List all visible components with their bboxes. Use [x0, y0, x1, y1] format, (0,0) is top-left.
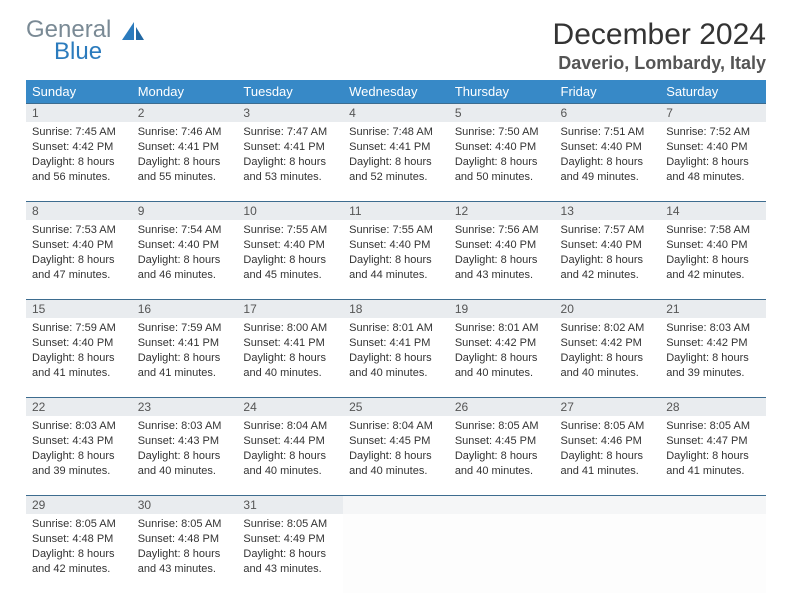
day-number-cell: 6: [555, 104, 661, 123]
page-title: December 2024: [553, 18, 766, 51]
day-details-row: Sunrise: 7:53 AMSunset: 4:40 PMDaylight:…: [26, 220, 766, 300]
day-number-cell: [660, 496, 766, 515]
day-details-cell: Sunrise: 8:05 AMSunset: 4:48 PMDaylight:…: [132, 514, 238, 593]
day-details-cell: Sunrise: 7:48 AMSunset: 4:41 PMDaylight:…: [343, 122, 449, 202]
day-number-row: 891011121314: [26, 202, 766, 221]
day-details-cell: Sunrise: 7:57 AMSunset: 4:40 PMDaylight:…: [555, 220, 661, 300]
day-details-cell: Sunrise: 7:54 AMSunset: 4:40 PMDaylight:…: [132, 220, 238, 300]
weekday-header: Tuesday: [237, 80, 343, 104]
day-details-row: Sunrise: 8:05 AMSunset: 4:48 PMDaylight:…: [26, 514, 766, 593]
header: General Blue December 2024 Daverio, Lomb…: [26, 18, 766, 74]
day-details-cell: Sunrise: 7:59 AMSunset: 4:40 PMDaylight:…: [26, 318, 132, 398]
weekday-header-row: Sunday Monday Tuesday Wednesday Thursday…: [26, 80, 766, 104]
day-number-cell: [449, 496, 555, 515]
day-number-cell: 2: [132, 104, 238, 123]
weekday-header: Monday: [132, 80, 238, 104]
day-details-row: Sunrise: 7:59 AMSunset: 4:40 PMDaylight:…: [26, 318, 766, 398]
day-number-cell: 22: [26, 398, 132, 417]
day-details-row: Sunrise: 8:03 AMSunset: 4:43 PMDaylight:…: [26, 416, 766, 496]
title-block: December 2024 Daverio, Lombardy, Italy: [553, 18, 766, 74]
day-number-cell: 27: [555, 398, 661, 417]
day-number-cell: 12: [449, 202, 555, 221]
day-number-cell: 21: [660, 300, 766, 319]
day-details-cell: [555, 514, 661, 593]
day-details-cell: Sunrise: 7:46 AMSunset: 4:41 PMDaylight:…: [132, 122, 238, 202]
day-number-cell: 20: [555, 300, 661, 319]
day-number-cell: 9: [132, 202, 238, 221]
sail-icon: [120, 20, 146, 42]
day-details-cell: Sunrise: 8:05 AMSunset: 4:45 PMDaylight:…: [449, 416, 555, 496]
day-details-cell: Sunrise: 7:51 AMSunset: 4:40 PMDaylight:…: [555, 122, 661, 202]
day-details-cell: Sunrise: 7:55 AMSunset: 4:40 PMDaylight:…: [343, 220, 449, 300]
weekday-header: Saturday: [660, 80, 766, 104]
day-number-cell: 19: [449, 300, 555, 319]
day-details-cell: Sunrise: 7:53 AMSunset: 4:40 PMDaylight:…: [26, 220, 132, 300]
day-number-cell: 8: [26, 202, 132, 221]
weekday-header: Thursday: [449, 80, 555, 104]
day-details-cell: [449, 514, 555, 593]
day-number-cell: 13: [555, 202, 661, 221]
day-details-cell: Sunrise: 7:58 AMSunset: 4:40 PMDaylight:…: [660, 220, 766, 300]
weekday-header: Wednesday: [343, 80, 449, 104]
day-number-cell: 5: [449, 104, 555, 123]
day-details-cell: Sunrise: 7:52 AMSunset: 4:40 PMDaylight:…: [660, 122, 766, 202]
day-details-cell: [343, 514, 449, 593]
day-number-cell: 3: [237, 104, 343, 123]
day-details-cell: Sunrise: 8:03 AMSunset: 4:42 PMDaylight:…: [660, 318, 766, 398]
day-number-cell: [343, 496, 449, 515]
weekday-header: Friday: [555, 80, 661, 104]
day-number-cell: 7: [660, 104, 766, 123]
day-details-cell: Sunrise: 7:55 AMSunset: 4:40 PMDaylight:…: [237, 220, 343, 300]
day-number-cell: 18: [343, 300, 449, 319]
day-details-cell: Sunrise: 7:47 AMSunset: 4:41 PMDaylight:…: [237, 122, 343, 202]
day-details-cell: Sunrise: 8:05 AMSunset: 4:47 PMDaylight:…: [660, 416, 766, 496]
day-number-cell: [555, 496, 661, 515]
day-details-cell: Sunrise: 7:59 AMSunset: 4:41 PMDaylight:…: [132, 318, 238, 398]
day-number-cell: 26: [449, 398, 555, 417]
day-details-row: Sunrise: 7:45 AMSunset: 4:42 PMDaylight:…: [26, 122, 766, 202]
day-number-cell: 17: [237, 300, 343, 319]
day-number-cell: 29: [26, 496, 132, 515]
day-details-cell: Sunrise: 8:04 AMSunset: 4:45 PMDaylight:…: [343, 416, 449, 496]
day-details-cell: Sunrise: 8:05 AMSunset: 4:48 PMDaylight:…: [26, 514, 132, 593]
day-number-cell: 11: [343, 202, 449, 221]
day-number-row: 1234567: [26, 104, 766, 123]
calendar-table: Sunday Monday Tuesday Wednesday Thursday…: [26, 80, 766, 593]
day-number-row: 293031: [26, 496, 766, 515]
day-details-cell: Sunrise: 8:01 AMSunset: 4:42 PMDaylight:…: [449, 318, 555, 398]
page: General Blue December 2024 Daverio, Lomb…: [0, 0, 792, 603]
page-subtitle: Daverio, Lombardy, Italy: [553, 53, 766, 74]
day-number-cell: 10: [237, 202, 343, 221]
day-number-row: 15161718192021: [26, 300, 766, 319]
logo-word-blue: Blue: [54, 40, 148, 64]
day-details-cell: Sunrise: 8:00 AMSunset: 4:41 PMDaylight:…: [237, 318, 343, 398]
day-number-cell: 24: [237, 398, 343, 417]
day-details-cell: Sunrise: 8:05 AMSunset: 4:49 PMDaylight:…: [237, 514, 343, 593]
day-number-cell: 4: [343, 104, 449, 123]
day-number-row: 22232425262728: [26, 398, 766, 417]
day-number-cell: 23: [132, 398, 238, 417]
weekday-header: Sunday: [26, 80, 132, 104]
logo: General Blue: [26, 18, 148, 64]
day-details-cell: Sunrise: 8:03 AMSunset: 4:43 PMDaylight:…: [26, 416, 132, 496]
day-details-cell: Sunrise: 7:56 AMSunset: 4:40 PMDaylight:…: [449, 220, 555, 300]
day-number-cell: 15: [26, 300, 132, 319]
day-details-cell: Sunrise: 7:45 AMSunset: 4:42 PMDaylight:…: [26, 122, 132, 202]
day-details-cell: Sunrise: 8:02 AMSunset: 4:42 PMDaylight:…: [555, 318, 661, 398]
day-number-cell: 1: [26, 104, 132, 123]
day-number-cell: 25: [343, 398, 449, 417]
day-details-cell: Sunrise: 8:04 AMSunset: 4:44 PMDaylight:…: [237, 416, 343, 496]
day-number-cell: 14: [660, 202, 766, 221]
logo-text-block: General Blue: [26, 18, 148, 64]
day-details-cell: Sunrise: 8:03 AMSunset: 4:43 PMDaylight:…: [132, 416, 238, 496]
day-details-cell: Sunrise: 8:05 AMSunset: 4:46 PMDaylight:…: [555, 416, 661, 496]
day-number-cell: 30: [132, 496, 238, 515]
day-number-cell: 28: [660, 398, 766, 417]
day-details-cell: Sunrise: 7:50 AMSunset: 4:40 PMDaylight:…: [449, 122, 555, 202]
day-details-cell: Sunrise: 8:01 AMSunset: 4:41 PMDaylight:…: [343, 318, 449, 398]
day-details-cell: [660, 514, 766, 593]
day-number-cell: 16: [132, 300, 238, 319]
calendar-body: 1234567Sunrise: 7:45 AMSunset: 4:42 PMDa…: [26, 104, 766, 594]
day-number-cell: 31: [237, 496, 343, 515]
